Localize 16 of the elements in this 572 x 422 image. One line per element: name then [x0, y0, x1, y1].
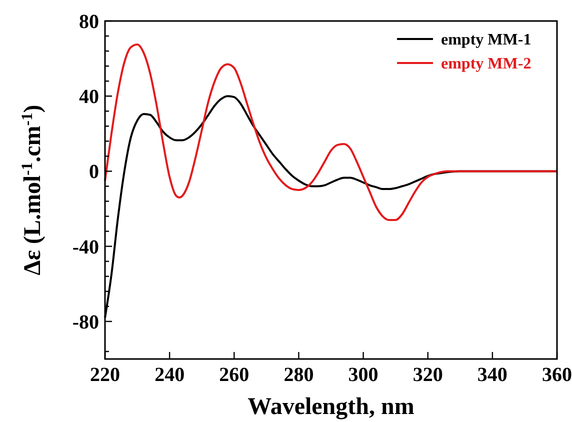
y-tick-label: -40: [72, 236, 99, 258]
x-axis-title: Wavelength, nm: [248, 394, 414, 420]
x-tick-label: 240: [154, 364, 185, 386]
x-tick-label: 300: [348, 364, 378, 386]
x-tick-label: 280: [284, 364, 314, 386]
y-tick-label: 80: [79, 11, 99, 33]
y-tick-label: 40: [79, 86, 99, 108]
x-tick-label: 320: [412, 364, 443, 386]
y-tick-label: -80: [72, 311, 99, 334]
x-tick-label: 260: [219, 364, 250, 386]
x-tick-label: 360: [542, 364, 572, 386]
legend-label: empty MM-2: [441, 56, 532, 73]
x-tick-label: 340: [477, 364, 508, 386]
legend-label: empty MM-1: [441, 32, 532, 49]
x-tick-label: 220: [90, 364, 120, 386]
y-tick-label: 0: [89, 161, 99, 184]
